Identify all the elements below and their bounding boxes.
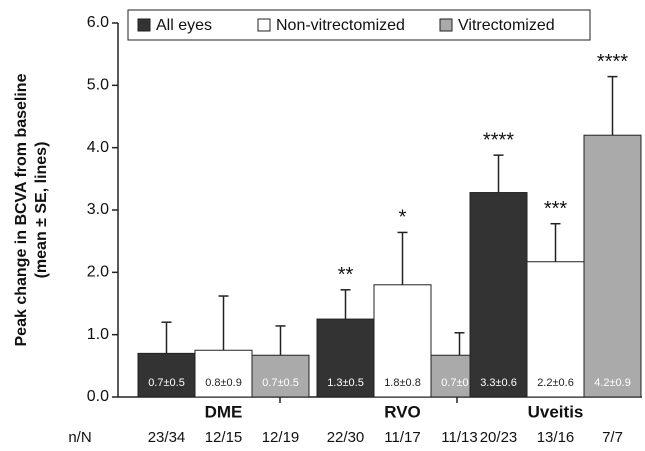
value-label: 0.7±0.5 (148, 377, 185, 389)
n-value: 23/34 (148, 429, 186, 446)
legend-label: Vitrectomized (458, 17, 555, 34)
y-axis-label: (mean ± SE, lines) (33, 142, 50, 279)
bar (373, 284, 432, 398)
legend-label: All eyes (156, 17, 212, 34)
y-tick-label: 1.0 (87, 326, 109, 343)
n-value: 12/15 (205, 429, 243, 446)
legend-swatch (439, 18, 453, 32)
y-tick-label: 3.0 (87, 201, 109, 218)
n-label: n/N (68, 429, 91, 446)
n-value: 12/19 (262, 429, 300, 446)
value-label: 0.7±0.4 (441, 377, 478, 389)
n-value: 7/7 (602, 429, 623, 446)
value-label: 0.8±0.9 (205, 377, 242, 389)
y-axis-label: Peak change in BCVA from baseline (13, 73, 30, 346)
legend-swatch (137, 18, 151, 32)
value-label: 3.3±0.6 (480, 377, 517, 389)
y-tick-label: 5.0 (87, 77, 109, 94)
value-label: 4.2±0.9 (594, 377, 631, 389)
value-label: 1.3±0.5 (327, 377, 364, 389)
bar (137, 352, 196, 398)
x-tick-label: RVO (384, 402, 421, 421)
y-tick-label: 6.0 (87, 14, 109, 31)
value-label: 1.8±0.8 (384, 377, 421, 389)
legend-box (127, 9, 591, 41)
x-tick-label: Uveitis (528, 402, 584, 421)
legend-label: Non-vitrectomized (276, 17, 405, 34)
value-label: 0.7±0.5 (262, 377, 299, 389)
significance: **** (597, 51, 628, 73)
bar (194, 349, 253, 398)
bar (526, 261, 585, 398)
y-tick-label: 0.0 (87, 388, 109, 405)
y-tick-label: 4.0 (87, 139, 109, 156)
bar (583, 134, 642, 398)
legend-swatch (257, 18, 271, 32)
bar (316, 318, 375, 398)
n-value: 13/16 (537, 429, 575, 446)
value-label: 2.2±0.6 (537, 377, 574, 389)
y-tick-label: 2.0 (87, 264, 109, 281)
bar (251, 354, 310, 398)
x-tick-label: DME (205, 402, 243, 421)
significance: * (399, 207, 407, 229)
significance: *** (544, 198, 568, 220)
n-value: 22/30 (327, 429, 365, 446)
n-value: 11/17 (384, 429, 420, 446)
n-value: 20/23 (480, 429, 518, 446)
bar (469, 192, 528, 398)
n-value: 11/13 (441, 429, 477, 446)
significance: **** (483, 129, 514, 151)
significance: ** (338, 264, 354, 286)
